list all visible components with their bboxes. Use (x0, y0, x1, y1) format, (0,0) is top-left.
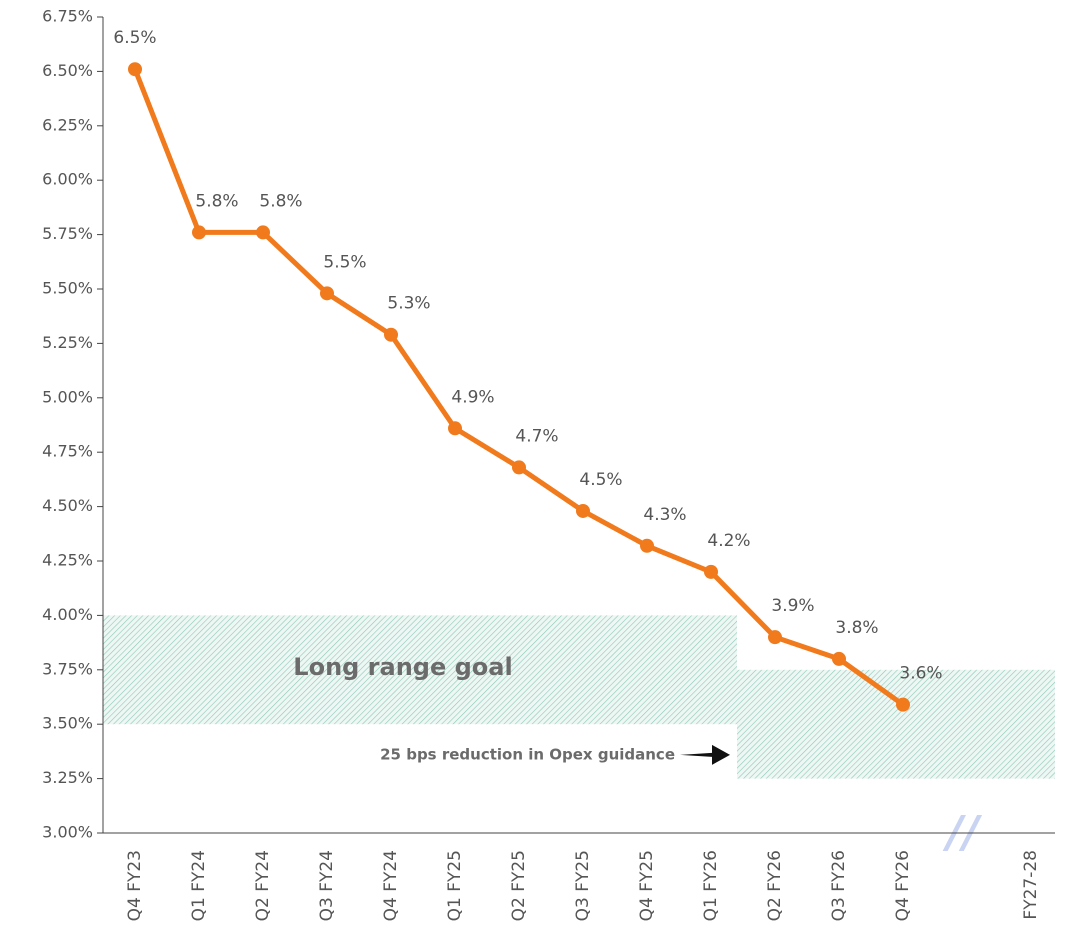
data-label: 5.8% (195, 191, 238, 211)
x-tick-label: Q4 FY23 (125, 850, 145, 921)
goal-band (103, 615, 737, 725)
y-tick-label: 6.50% (42, 61, 93, 80)
x-tick-label: Q2 FY26 (765, 850, 785, 921)
data-label: 3.6% (899, 664, 942, 684)
y-tick-label: 5.25% (42, 333, 93, 352)
data-point (448, 421, 462, 436)
x-tick-label: Q2 FY25 (509, 850, 529, 921)
data-label: 5.8% (259, 191, 302, 211)
y-tick-label: 4.50% (42, 496, 93, 515)
data-label: 5.3% (387, 294, 430, 314)
y-tick-label: 4.25% (42, 551, 93, 570)
y-tick-label: 5.50% (42, 279, 93, 298)
goal-band (737, 669, 1055, 779)
y-tick-label: 6.25% (42, 115, 93, 134)
data-point (256, 225, 270, 240)
annotation: 25 bps reduction in Opex guidance (380, 745, 675, 763)
x-tick-label: Q4 FY24 (381, 850, 401, 921)
x-tick-label: Q4 FY25 (637, 850, 657, 921)
data-point (704, 564, 718, 579)
y-tick-label: 4.00% (42, 605, 93, 624)
y-tick-label: 6.00% (42, 170, 93, 189)
data-label: 4.2% (707, 531, 750, 551)
y-tick-label: 5.00% (42, 387, 93, 406)
x-tick-label: Q4 FY26 (893, 850, 913, 921)
data-point (384, 327, 398, 342)
data-point (640, 538, 654, 553)
y-tick-label: 6.75% (42, 7, 93, 26)
y-tick-label: 3.00% (42, 823, 93, 842)
y-tick-label: 3.25% (42, 768, 93, 787)
data-label: 3.9% (771, 596, 814, 616)
y-tick-label: 4.75% (42, 442, 93, 461)
data-point (768, 630, 782, 645)
data-point (896, 697, 910, 712)
data-point (832, 651, 846, 666)
data-label: 4.7% (515, 426, 558, 446)
data-point (128, 62, 142, 77)
x-tick-label: Q3 FY24 (317, 850, 337, 921)
data-point (192, 225, 206, 240)
y-tick-label: 3.75% (42, 659, 93, 678)
data-label: 4.5% (579, 470, 622, 490)
data-label: 5.5% (323, 252, 366, 272)
x-tick-label: Q3 FY25 (573, 850, 593, 921)
annotation-arrow (680, 744, 730, 765)
data-label: 6.5% (113, 28, 156, 48)
x-tick-label: Q1 FY24 (189, 850, 209, 921)
y-tick-label: 5.75% (42, 224, 93, 243)
data-point (512, 460, 526, 475)
x-tick-label: Q1 FY25 (445, 850, 465, 921)
annotation: Long range goal (293, 653, 512, 681)
data-label: 4.3% (643, 505, 686, 525)
y-tick-label: 3.50% (42, 714, 93, 733)
x-tick-label: Q2 FY24 (253, 850, 273, 921)
data-label: 4.9% (451, 387, 494, 407)
data-point (576, 503, 590, 518)
x-tick-label: Q3 FY26 (829, 850, 849, 921)
data-point (320, 286, 334, 301)
x-tick-label: Q1 FY26 (701, 850, 721, 921)
x-tick-label: FY27-28 (1021, 850, 1041, 920)
data-label: 3.8% (835, 618, 878, 638)
